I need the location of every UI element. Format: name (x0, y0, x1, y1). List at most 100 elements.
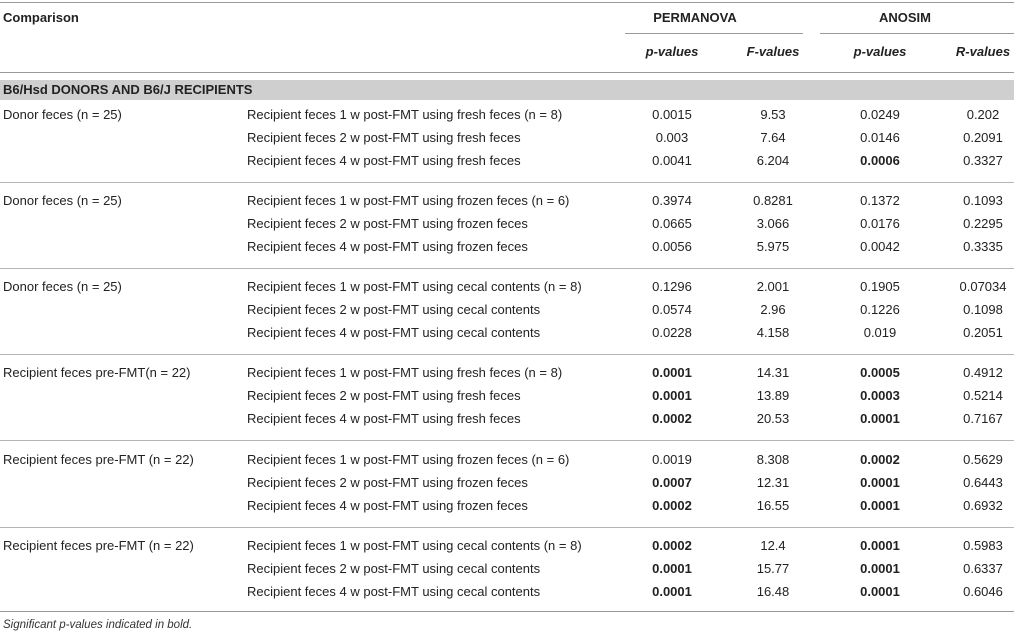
r-value: 0.5214 (963, 388, 1003, 403)
header-rule (0, 72, 1014, 73)
row-description: Recipient feces 4 w post-FMT using froze… (247, 239, 528, 254)
f-value: 2.001 (756, 279, 790, 294)
row-description: Recipient feces 2 w post-FMT using cecal… (247, 302, 541, 317)
r-value: 0.2295 (963, 216, 1003, 231)
group-label: Donor feces (n = 25) (3, 193, 122, 208)
f-value: 7.64 (760, 130, 786, 145)
row-description: Recipient feces 4 w post-FMT using fresh… (247, 153, 521, 168)
anosim-p-value: 0.0001 (860, 561, 900, 576)
permanova-p-value: 0.0015 (652, 107, 692, 122)
permanova-p-value: 0.0001 (652, 388, 692, 403)
f-value: 6.204 (756, 153, 790, 168)
section-label: B6/Hsd DONORS AND B6/J RECIPIENTS (3, 82, 253, 97)
row-description: Recipient feces 2 w post-FMT using cecal… (247, 561, 541, 576)
header-anosim-p: p-values (853, 44, 907, 59)
anosim-p-value: 0.0003 (860, 388, 900, 403)
top-rule (0, 2, 1014, 3)
anosim-p-value: 0.0249 (860, 107, 900, 122)
header-r: R-values (955, 44, 1011, 59)
permanova-p-value: 0.0002 (652, 411, 692, 426)
footnote: Significant p-values indicated in bold. (3, 619, 193, 631)
permanova-p-value: 0.0665 (652, 216, 692, 231)
r-value: 0.6932 (963, 498, 1003, 513)
r-value: 0.3327 (963, 153, 1003, 168)
header-anosim: ANOSIM (879, 10, 931, 25)
row-description: Recipient feces 1 w post-FMT using cecal… (247, 279, 582, 294)
row-description: Recipient feces 2 w post-FMT using froze… (247, 475, 528, 490)
f-value: 8.308 (756, 452, 790, 467)
anosim-p-value: 0.1905 (860, 279, 900, 294)
permanova-p-value: 0.0007 (652, 475, 692, 490)
group-divider (0, 268, 1014, 269)
row-description: Recipient feces 2 w post-FMT using froze… (247, 216, 528, 231)
permanova-p-value: 0.0001 (652, 584, 692, 599)
permanova-p-value: 0.0002 (652, 538, 692, 553)
f-value: 0.8281 (753, 193, 793, 208)
header-permanova: PERMANOVA (653, 10, 737, 25)
anosim-p-value: 0.0005 (860, 365, 900, 380)
r-value: 0.2051 (963, 325, 1003, 340)
anosim-p-value: 0.0002 (860, 452, 900, 467)
group-divider (0, 354, 1014, 355)
f-value: 12.4 (760, 538, 786, 553)
anosim-p-value: 0.019 (863, 325, 897, 340)
anosim-p-value: 0.1372 (860, 193, 900, 208)
f-value: 2.96 (760, 302, 786, 317)
row-description: Recipient feces 1 w post-FMT using froze… (247, 452, 570, 467)
r-value: 0.2091 (963, 130, 1003, 145)
header-f: F-values (746, 44, 800, 59)
f-value: 16.55 (756, 498, 790, 513)
permanova-p-value: 0.0001 (652, 561, 692, 576)
anosim-p-value: 0.0001 (860, 538, 900, 553)
row-description: Recipient feces 2 w post-FMT using fresh… (247, 388, 521, 403)
r-value: 0.3335 (963, 239, 1003, 254)
anosim-underline (820, 33, 1014, 34)
permanova-p-value: 0.0574 (652, 302, 692, 317)
row-description: Recipient feces 2 w post-FMT using fresh… (247, 130, 521, 145)
row-description: Recipient feces 1 w post-FMT using fresh… (247, 365, 563, 380)
permanova-p-value: 0.0002 (652, 498, 692, 513)
r-value: 0.7167 (963, 411, 1003, 426)
r-value: 0.5983 (963, 538, 1003, 553)
anosim-p-value: 0.0001 (860, 498, 900, 513)
group-divider (0, 440, 1014, 441)
group-label: Donor feces (n = 25) (3, 279, 122, 294)
row-description: Recipient feces 1 w post-FMT using cecal… (247, 538, 582, 553)
f-value: 9.53 (760, 107, 786, 122)
f-value: 4.158 (756, 325, 790, 340)
group-label: Recipient feces pre-FMT (n = 22) (3, 452, 194, 467)
f-value: 3.066 (756, 216, 790, 231)
r-value: 0.202 (966, 107, 1000, 122)
anosim-p-value: 0.0001 (860, 411, 900, 426)
group-divider (0, 527, 1014, 528)
permanova-p-value: 0.0228 (652, 325, 692, 340)
anosim-p-value: 0.0176 (860, 216, 900, 231)
permanova-p-value: 0.3974 (652, 193, 692, 208)
f-value: 15.77 (756, 561, 790, 576)
group-label: Recipient feces pre-FMT(n = 22) (3, 365, 191, 380)
permanova-p-value: 0.0056 (652, 239, 692, 254)
f-value: 12.31 (756, 475, 790, 490)
f-value: 14.31 (756, 365, 790, 380)
anosim-p-value: 0.0006 (860, 153, 900, 168)
bottom-rule (0, 611, 1014, 612)
f-value: 16.48 (756, 584, 790, 599)
section-band (0, 80, 1014, 100)
permanova-p-value: 0.1296 (652, 279, 692, 294)
anosim-p-value: 0.0146 (860, 130, 900, 145)
f-value: 13.89 (756, 388, 790, 403)
permanova-p-value: 0.0001 (652, 365, 692, 380)
row-description: Recipient feces 1 w post-FMT using froze… (247, 193, 570, 208)
permanova-p-value: 0.0041 (652, 153, 692, 168)
anosim-p-value: 0.0001 (860, 475, 900, 490)
r-value: 0.6337 (963, 561, 1003, 576)
r-value: 0.5629 (963, 452, 1003, 467)
row-description: Recipient feces 1 w post-FMT using fresh… (247, 107, 563, 122)
row-description: Recipient feces 4 w post-FMT using froze… (247, 498, 528, 513)
r-value: 0.1098 (963, 302, 1003, 317)
anosim-p-value: 0.0001 (860, 584, 900, 599)
f-value: 20.53 (756, 411, 790, 426)
group-label: Recipient feces pre-FMT (n = 22) (3, 538, 194, 553)
permanova-underline (625, 33, 803, 34)
header-perm-p: p-values (645, 44, 699, 59)
